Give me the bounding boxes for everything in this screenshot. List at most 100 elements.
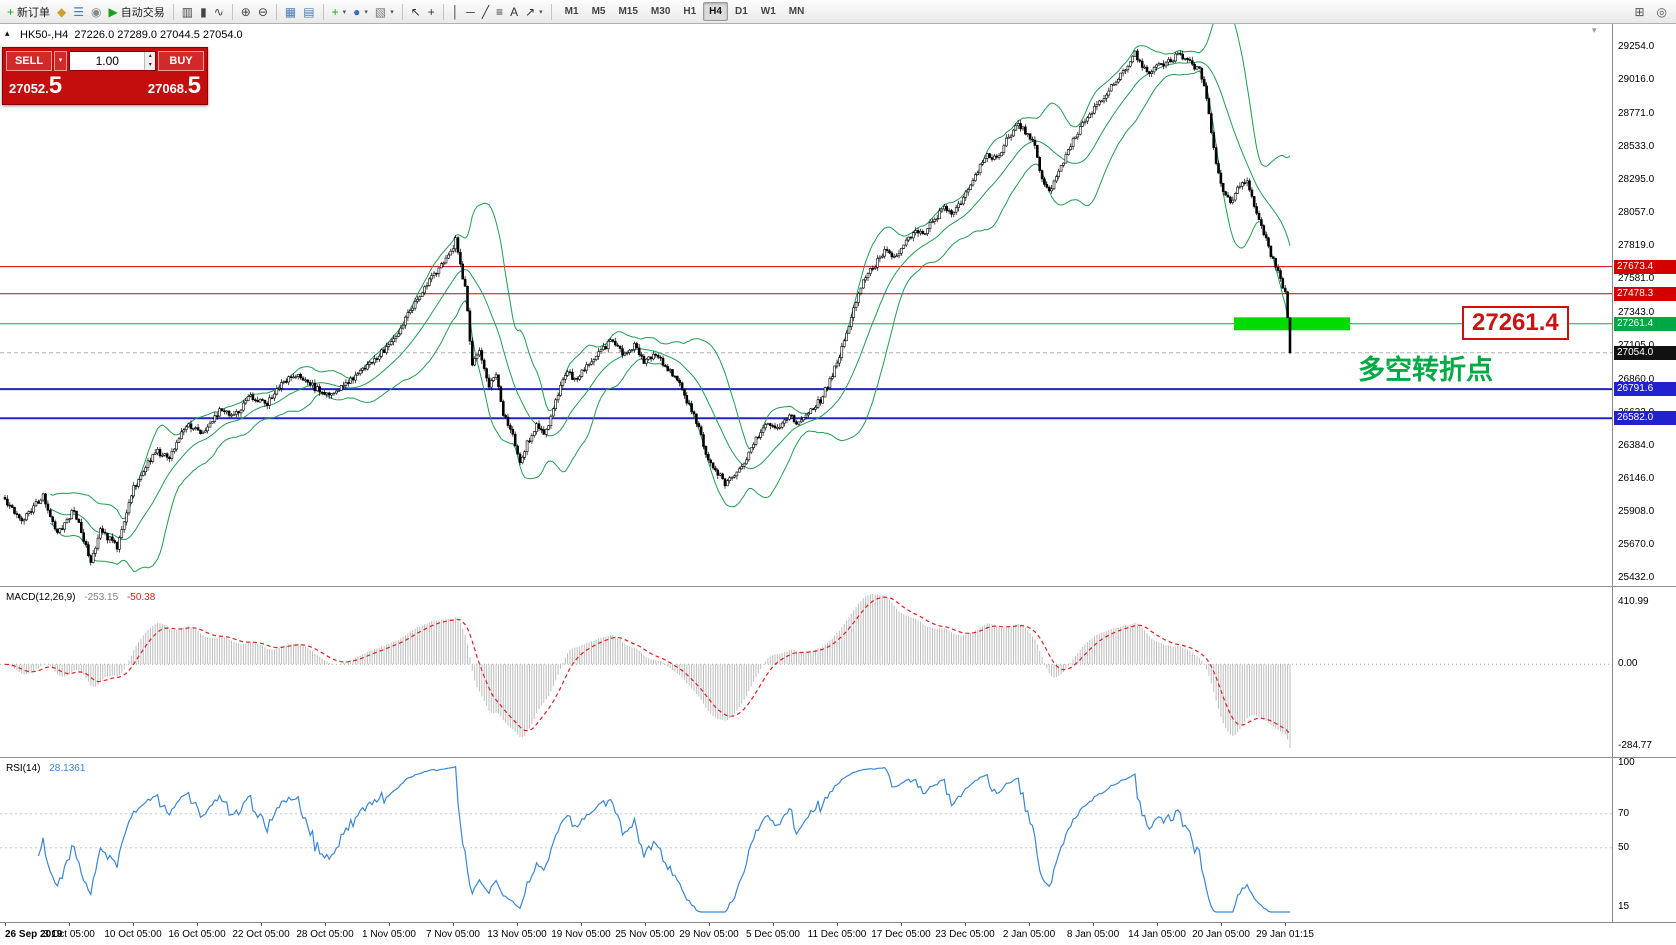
- candle-body: [72, 510, 76, 512]
- toolbar-vertical-line-button[interactable]: │: [449, 2, 463, 22]
- toolbar-cursor-button[interactable]: ↖: [408, 2, 424, 22]
- candle-body: [56, 528, 59, 533]
- candle-body: [27, 511, 31, 515]
- candle-body: [535, 423, 538, 432]
- candle-body: [754, 436, 758, 445]
- candle-body: [1062, 162, 1065, 166]
- macd-axis-label: 0.00: [1618, 658, 1638, 669]
- candle-body: [840, 346, 844, 358]
- candle-body: [1090, 112, 1094, 115]
- toolbar-market-watch-button[interactable]: ☰: [70, 2, 87, 22]
- toolbar-zoom-out-button[interactable]: ⊖: [255, 2, 271, 22]
- candle-body: [900, 248, 903, 254]
- candle-body: [976, 172, 980, 175]
- buy-button[interactable]: BUY: [158, 51, 204, 71]
- time-tick-label: 22 Oct 05:00: [232, 929, 290, 940]
- toolbar-text-button[interactable]: A: [507, 2, 521, 22]
- candle-body: [385, 346, 388, 353]
- candle-body: [1047, 186, 1051, 192]
- candle-body: [1264, 234, 1268, 239]
- toolbar-separator: [172, 3, 174, 20]
- volume-input[interactable]: [70, 52, 145, 70]
- toolbar-auto-arrange-button[interactable]: ▤: [300, 2, 317, 22]
- candle-body: [301, 377, 305, 381]
- candle-body: [735, 471, 739, 477]
- order-type-dropdown[interactable]: ▾: [54, 51, 67, 71]
- timeframe-m1-button[interactable]: M1: [564, 6, 579, 17]
- time-tick-label: 5 Dec 05:00: [746, 929, 800, 940]
- macd-main-value: -253.15: [84, 592, 119, 603]
- volume-up-icon[interactable]: ▴: [144, 52, 155, 61]
- turning-point-annotation: 多空转折点: [1358, 355, 1493, 385]
- candle-body: [1057, 170, 1060, 177]
- candle-body: [449, 250, 453, 256]
- macd-panel[interactable]: [0, 588, 1612, 756]
- panel-separator-macd[interactable]: [0, 586, 1676, 587]
- timeframe-mn-button[interactable]: MN: [788, 6, 805, 17]
- toolbar-arrows-button[interactable]: ↗ ▾: [522, 2, 546, 22]
- panel-separator-rsi[interactable]: [0, 757, 1676, 758]
- toolbar-new-order-button[interactable]: + 新订单: [4, 2, 53, 22]
- toolbar-bar-chart-button[interactable]: ▥: [179, 2, 196, 22]
- candle-body: [656, 355, 660, 358]
- candle-body: [416, 298, 419, 302]
- toolbar-zoom-in-button[interactable]: ⊕: [238, 2, 254, 22]
- candle-body: [733, 475, 736, 478]
- toolbar-trendline-button[interactable]: ╱: [479, 2, 492, 22]
- candle-body: [821, 396, 825, 404]
- toolbar-line-chart-button[interactable]: ∿: [211, 2, 227, 22]
- time-tick-label: 11 Dec 05:00: [807, 929, 867, 940]
- rsi-panel[interactable]: [0, 759, 1612, 920]
- toolbar-tile-windows-button[interactable]: ▦: [282, 2, 299, 22]
- candle-body: [773, 425, 777, 429]
- timeframe-w1-button[interactable]: W1: [760, 6, 776, 17]
- trade-controls-row: SELL ▾ ▴ ▾ BUY: [3, 48, 207, 72]
- candle-body: [969, 184, 972, 190]
- chart-shift-marker-icon[interactable]: ▾: [1592, 25, 1597, 35]
- sell-button[interactable]: SELL: [6, 51, 52, 71]
- candle-body: [34, 501, 38, 507]
- toolbar-candlestick-chart-button[interactable]: ▮: [197, 2, 210, 22]
- collapse-panel-icon[interactable]: ▴: [5, 28, 10, 38]
- candle-body: [413, 300, 417, 309]
- toolbar-horizontal-line-button[interactable]: ─: [463, 2, 478, 22]
- key-level-highlight[interactable]: [1234, 317, 1350, 331]
- main-price-chart[interactable]: [0, 24, 1612, 586]
- candle-body: [1098, 100, 1101, 105]
- rsi-axis-label: 100: [1618, 757, 1635, 768]
- candle-body: [1162, 63, 1165, 67]
- candle-body: [261, 399, 264, 401]
- toolbar-new-chart-button[interactable]: ⊞: [1631, 2, 1647, 22]
- cursor-icon: ↖: [410, 4, 421, 19]
- candle-body: [764, 424, 767, 429]
- candle-body: [916, 230, 920, 234]
- time-tick-label: 1 Nov 05:00: [362, 929, 416, 940]
- toolbar-crosshair-button[interactable]: +: [425, 2, 438, 22]
- timeframe-d1-button[interactable]: D1: [734, 6, 748, 17]
- toolbar-periods-button[interactable]: ● ▾: [350, 2, 371, 22]
- timeframe-m15-button[interactable]: M15: [618, 6, 638, 17]
- volume-down-icon[interactable]: ▾: [144, 61, 155, 70]
- toolbar-chart-window-button[interactable]: ◆: [54, 2, 69, 22]
- toolbar-fibonacci-button[interactable]: ≡: [493, 2, 506, 22]
- price-scale[interactable]: 29254.0 29016.0 28771.0 28533.0 28295.0 28057…: [1612, 24, 1676, 945]
- timeframe-m30-button[interactable]: M30: [650, 6, 671, 17]
- candle-body: [158, 448, 162, 457]
- timeframe-h4-button[interactable]: H4: [703, 2, 728, 21]
- candle-body: [354, 374, 357, 381]
- toolbar-indicators-button[interactable]: + ▾: [329, 2, 350, 22]
- chart-area[interactable]: [0, 24, 1612, 945]
- timeframe-h1-button[interactable]: H1: [683, 6, 697, 17]
- toolbar-autotrading-button[interactable]: ▶ 自动交易: [106, 2, 168, 22]
- candle-body: [1217, 163, 1220, 174]
- toolbar-data-window-button[interactable]: ◉: [88, 2, 104, 22]
- time-axis[interactable]: 26 Sep 2019 3 Oct 05:00 10 Oct 05:00 16 Oct…: [0, 922, 1676, 945]
- time-tick: [1221, 923, 1222, 926]
- toolbar-search-button[interactable]: ◎: [1654, 2, 1670, 22]
- toolbar-templates-button[interactable]: ▧ ▾: [372, 2, 397, 22]
- price-tick-label: 25908.0: [1618, 506, 1655, 517]
- candle-body: [809, 408, 813, 414]
- candle-body: [165, 453, 169, 458]
- timeframe-m5-button[interactable]: M5: [591, 6, 606, 17]
- candle-body: [702, 434, 705, 447]
